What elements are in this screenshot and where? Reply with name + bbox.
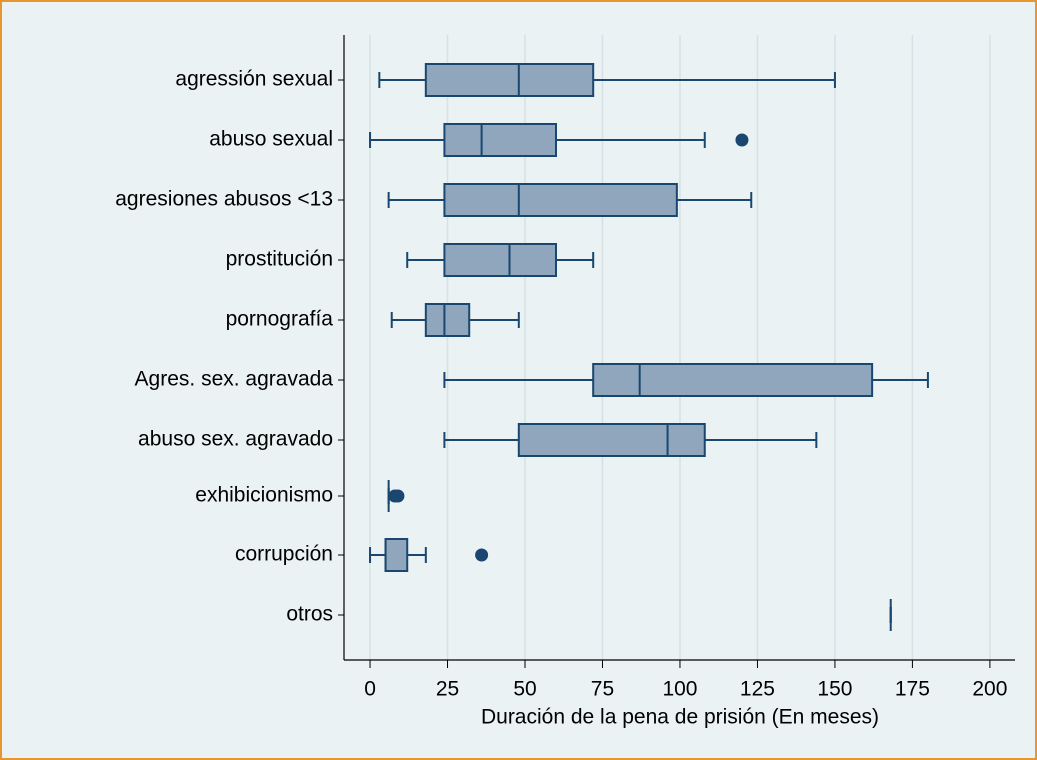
- x-tick-label: 100: [662, 678, 697, 701]
- box: [443, 123, 557, 157]
- x-tick-label: 0: [364, 678, 376, 701]
- box: [592, 363, 874, 397]
- x-tick-label: 25: [436, 678, 459, 701]
- y-tick-label: exhibicionismo: [195, 484, 333, 507]
- y-tick-label: prostitución: [226, 248, 333, 271]
- y-tick-label: corrupción: [235, 543, 333, 566]
- box: [443, 183, 678, 217]
- y-tick-label: Agres. sex. agravada: [135, 368, 334, 391]
- x-tick-label: 50: [513, 678, 536, 701]
- y-tick-label: abuso sex. agravado: [138, 428, 333, 451]
- y-tick-label: agressión sexual: [175, 68, 333, 91]
- box: [517, 423, 706, 457]
- outlier: [735, 133, 749, 147]
- y-tick-label: otros: [286, 603, 333, 626]
- x-tick-label: 75: [591, 678, 614, 701]
- box: [384, 538, 409, 572]
- y-tick-label: pornografía: [226, 308, 334, 331]
- x-axis-label: Duración de la pena de prisión (En meses…: [481, 706, 879, 729]
- box: [424, 63, 595, 97]
- x-tick-label: 150: [817, 678, 852, 701]
- box: [424, 303, 471, 337]
- outlier: [391, 489, 405, 503]
- x-tick-label: 175: [895, 678, 930, 701]
- outlier: [475, 548, 489, 562]
- x-tick-label: 200: [972, 678, 1007, 701]
- box: [443, 243, 557, 277]
- y-tick-label: abuso sexual: [209, 128, 333, 151]
- y-tick-label: agresiones abusos <13: [115, 188, 333, 211]
- x-tick-label: 125: [740, 678, 775, 701]
